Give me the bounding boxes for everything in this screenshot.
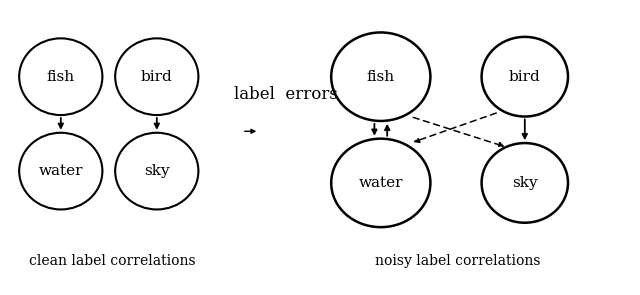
Text: bird: bird [509, 70, 541, 84]
Text: water: water [38, 164, 83, 178]
Text: sky: sky [512, 176, 538, 190]
Text: fish: fish [47, 70, 75, 84]
Text: fish: fish [367, 70, 395, 84]
Text: noisy label correlations: noisy label correlations [375, 255, 540, 268]
Text: water: water [358, 176, 403, 190]
Text: label  errors: label errors [234, 86, 337, 103]
Text: sky: sky [144, 164, 170, 178]
Text: bird: bird [141, 70, 173, 84]
Text: clean label correlations: clean label correlations [29, 255, 195, 268]
